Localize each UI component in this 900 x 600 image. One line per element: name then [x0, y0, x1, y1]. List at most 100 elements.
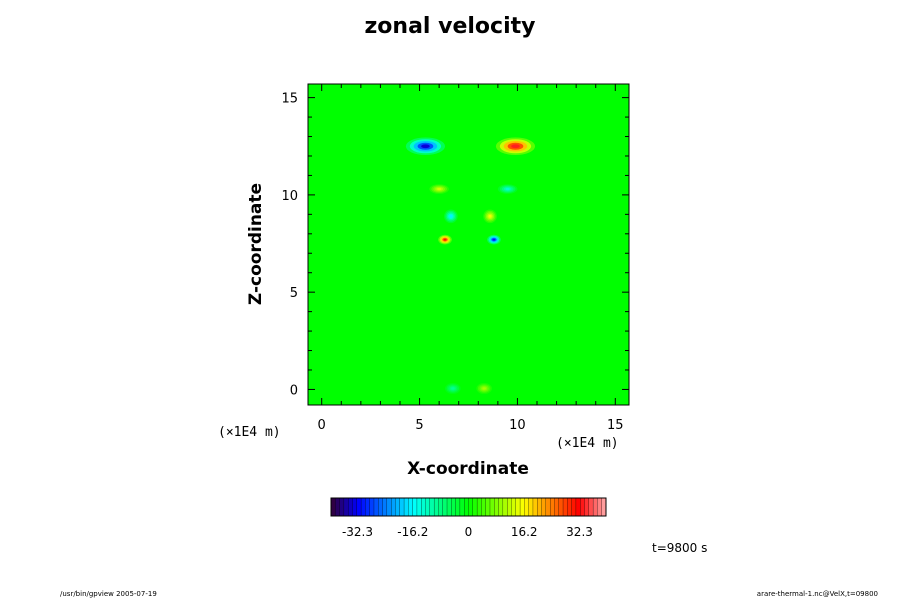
- colorbar-swatch: [386, 497, 392, 517]
- footer-left: /usr/bin/gpview 2005-07-19: [60, 590, 157, 598]
- colorbar-swatch: [395, 497, 401, 517]
- colorbar-tick-label: 0: [465, 525, 473, 539]
- velocity-cell: [476, 383, 492, 394]
- colorbar-tick-label: 16.2: [511, 525, 538, 539]
- velocity-cell: [429, 184, 449, 194]
- colorbar-swatch: [584, 497, 590, 517]
- colorbar-tick-label: 32.3: [566, 525, 593, 539]
- colorbar-tick-label: -16.2: [397, 525, 428, 539]
- colorbar-swatch: [515, 497, 521, 517]
- y-tick-label: 5: [290, 286, 298, 301]
- colorbar-swatch: [352, 497, 358, 517]
- colorbar-swatch: [502, 497, 508, 517]
- colorbar-swatch: [369, 497, 375, 517]
- colorbar-swatch: [451, 497, 457, 517]
- colorbar-swatch: [545, 497, 551, 517]
- colorbar-swatch: [549, 497, 555, 517]
- velocity-cell: [445, 383, 461, 394]
- colorbar-swatch: [442, 497, 448, 517]
- colorbar-swatch: [532, 497, 538, 517]
- colorbar-swatch: [476, 497, 482, 517]
- x-tick-label: 15: [607, 418, 624, 433]
- velocity-cell: [405, 137, 446, 156]
- colorbar-swatch: [592, 497, 598, 517]
- colorbar-swatch: [373, 497, 379, 517]
- colorbar-swatch: [524, 497, 530, 517]
- colorbar-swatch: [438, 497, 444, 517]
- colorbar-swatch: [429, 497, 435, 517]
- y-axis-unit: (×1E4 m): [218, 425, 281, 440]
- colorbar-swatch: [464, 497, 469, 517]
- colorbar-swatch: [494, 497, 500, 517]
- colorbar-swatch: [567, 497, 573, 517]
- colorbar-swatch: [360, 497, 366, 517]
- x-axis-unit: (×1E4 m): [556, 436, 619, 451]
- colorbar-swatch: [412, 497, 418, 517]
- y-tick-label: 10: [281, 189, 298, 204]
- x-tick-label: 10: [509, 418, 526, 433]
- axis-ticks: 0 5 10 15 0 5 10 15: [281, 84, 629, 433]
- colorbar-swatch: [335, 497, 341, 517]
- colorbar-swatch: [481, 497, 487, 517]
- colorbar-swatch: [554, 497, 560, 517]
- plot-background: [308, 84, 629, 405]
- colorbar-swatch: [459, 497, 465, 517]
- time-label: t=9800 s: [652, 541, 708, 555]
- colorbar-swatch: [408, 497, 414, 517]
- plot-frame: [307, 83, 630, 406]
- colorbar-swatch: [421, 497, 426, 517]
- velocity-cell: [497, 184, 518, 194]
- colorbar-swatch: [528, 497, 534, 517]
- colorbar-swatch: [575, 497, 581, 517]
- colorbar-swatch: [365, 497, 371, 517]
- colorbar-swatch: [511, 497, 517, 517]
- colorbar-swatch: [537, 497, 542, 517]
- colorbar-swatch: [472, 497, 478, 517]
- y-axis-label: Z-coordinate: [246, 182, 266, 306]
- colorbar-tick-label: -32.3: [342, 525, 373, 539]
- colorbar-swatch: [425, 497, 431, 517]
- colorbar-swatch: [403, 497, 409, 517]
- colorbar: -32.3 -16.2 0 16.2 32.3: [330, 497, 607, 539]
- colorbar-swatch: [330, 497, 336, 517]
- colorbar-frame: [330, 497, 607, 517]
- x-axis-label: X-coordinate: [407, 459, 529, 479]
- colorbar-swatch: [348, 497, 353, 517]
- colorbar-swatch: [498, 497, 504, 517]
- velocity-cell: [495, 137, 536, 156]
- footer-right: arare-thermal-1.nc@VelX,t=09800: [756, 590, 878, 598]
- velocity-cell: [483, 209, 497, 224]
- colorbar-swatch: [382, 497, 388, 517]
- x-tick-label: 5: [415, 418, 423, 433]
- colorbar-swatch: [588, 497, 594, 517]
- colorbar-swatch: [391, 497, 396, 517]
- colorbar-swatch: [507, 497, 512, 517]
- colorbar-swatch: [541, 497, 547, 517]
- colorbar-swatch: [519, 497, 525, 517]
- colorbar-swatch: [485, 497, 491, 517]
- colorbar-swatch: [433, 497, 439, 517]
- colorbar-swatch: [571, 497, 577, 517]
- colorbar-swatch: [399, 497, 405, 517]
- x-tick-label: 0: [318, 418, 326, 433]
- colorbar-swatch: [378, 497, 384, 517]
- y-tick-label: 15: [281, 92, 298, 107]
- chart-title: zonal velocity: [364, 14, 536, 39]
- colorbar-swatch: [597, 497, 603, 517]
- colorbar-swatch: [580, 497, 585, 517]
- colorbar-swatch: [489, 497, 495, 517]
- colorbar-swatch: [356, 497, 362, 517]
- y-tick-label: 0: [290, 383, 298, 398]
- velocity-cell: [487, 234, 501, 245]
- colorbar-swatch: [455, 497, 461, 517]
- colorbar-swatch: [446, 497, 452, 517]
- colorbar-swatch: [468, 497, 474, 517]
- colorbar-swatch: [558, 497, 564, 517]
- colorbar-swatch: [343, 497, 349, 517]
- colorbar-swatch: [416, 497, 422, 517]
- field-contours: [405, 137, 536, 394]
- velocity-cell: [444, 209, 458, 224]
- velocity-cell: [438, 234, 452, 245]
- colorbar-swatch: [339, 497, 345, 517]
